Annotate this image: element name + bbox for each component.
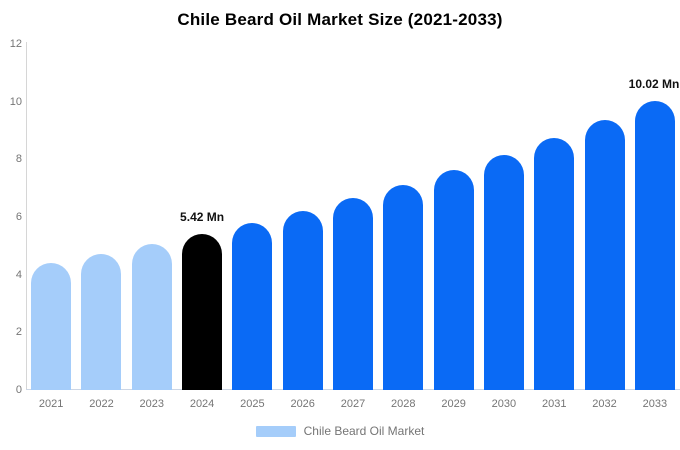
x-tick-label: 2022: [89, 398, 114, 410]
bar-2021: [31, 262, 72, 390]
bar-2023: [131, 244, 172, 390]
legend-swatch[interactable]: [255, 425, 296, 437]
bar-2027: [333, 198, 373, 390]
bar-2026: [282, 210, 323, 390]
bar-2031: [534, 137, 575, 390]
y-tick-label: 0: [15, 384, 22, 396]
y-tick-label: 10: [9, 95, 22, 108]
bar-2025: [232, 222, 273, 390]
x-tick-label: 2025: [240, 398, 265, 410]
bar-2022: [81, 253, 122, 390]
legend-label[interactable]: Chile Beard Oil Market: [303, 424, 425, 438]
x-tick-label: 2028: [391, 398, 416, 410]
bar-2024: [182, 233, 223, 390]
x-tick-label: 2027: [340, 398, 366, 410]
x-tick-label: 2033: [642, 398, 668, 410]
y-tick-label: 8: [15, 153, 22, 166]
x-tick-label: 2021: [38, 398, 64, 410]
bar-2032: [584, 120, 625, 390]
chart-title: Chile Beard Oil Market Size (2021-2033): [177, 10, 503, 29]
x-tick-label: 2024: [189, 398, 215, 410]
legend[interactable]: Chile Beard Oil Market: [0, 424, 680, 438]
bar-2033: [634, 101, 675, 390]
y-tick-label: 6: [15, 211, 22, 223]
bar-2029: [433, 170, 474, 390]
x-tick-label: 2029: [441, 398, 466, 410]
x-tick-label: 2023: [139, 398, 165, 410]
y-tick-label: 2: [15, 326, 22, 339]
bar-2028: [383, 184, 424, 390]
x-tick-label: 2031: [541, 398, 567, 410]
bar-value-label: 5.42 Mn: [180, 209, 225, 224]
bar-2030: [483, 154, 524, 390]
y-axis-line: [26, 42, 27, 390]
x-tick-label: 2030: [491, 398, 517, 410]
y-tick-label: 12: [9, 38, 22, 50]
x-tick-label: 2032: [592, 398, 617, 410]
x-tick-label: 2026: [290, 398, 315, 410]
bar-value-label: 10.02 Mn: [628, 77, 680, 92]
y-tick-label: 4: [15, 268, 22, 281]
